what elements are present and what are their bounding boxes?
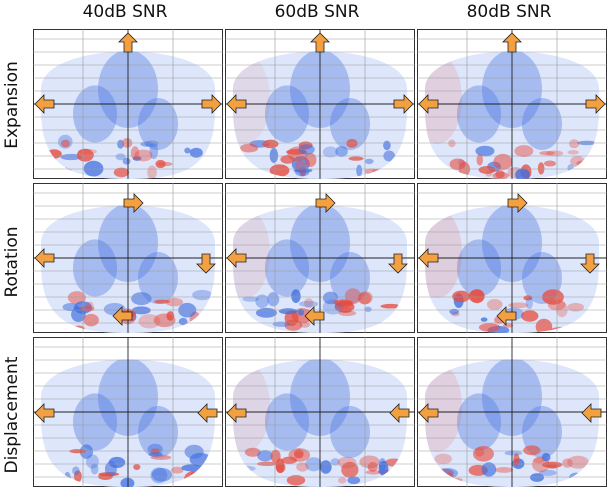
topography-panel bbox=[225, 183, 415, 333]
arrow-right-icon bbox=[201, 94, 222, 114]
topography-panel bbox=[417, 29, 607, 179]
arrow-left-icon bbox=[34, 94, 55, 114]
arrow-left-icon bbox=[389, 403, 410, 423]
arrow-right-icon bbox=[123, 193, 144, 213]
row-title-rotation: Rotation bbox=[2, 226, 22, 298]
arrow-right-icon bbox=[315, 193, 336, 213]
arrow-right-icon bbox=[507, 193, 528, 213]
arrow-left-icon bbox=[496, 306, 517, 326]
topography-panel bbox=[225, 29, 415, 179]
arrow-left-icon bbox=[418, 403, 439, 423]
arrow-right-icon bbox=[585, 94, 606, 114]
topography-panel bbox=[225, 337, 415, 487]
topography-panel bbox=[417, 337, 607, 487]
topography-panel bbox=[33, 183, 223, 333]
arrow-left-icon bbox=[418, 248, 439, 268]
arrow-left-icon bbox=[581, 403, 602, 423]
arrow-left-icon bbox=[226, 248, 247, 268]
arrow-left-icon bbox=[226, 94, 247, 114]
col-title-60db: 60dB SNR bbox=[274, 2, 360, 22]
arrow-down-icon bbox=[196, 253, 216, 274]
arrow-down-icon bbox=[388, 253, 408, 274]
row-title-expansion: Expansion bbox=[2, 61, 22, 149]
arrow-left-icon bbox=[34, 403, 55, 423]
topography-panel bbox=[33, 337, 223, 487]
arrow-up-icon bbox=[502, 32, 522, 53]
arrow-left-icon bbox=[112, 306, 133, 326]
arrow-right-icon bbox=[393, 94, 414, 114]
arrow-left-icon bbox=[418, 94, 439, 114]
arrow-down-icon bbox=[580, 253, 600, 274]
arrow-left-icon bbox=[304, 306, 325, 326]
topography-panel bbox=[417, 183, 607, 333]
arrow-up-icon bbox=[310, 32, 330, 53]
arrow-up-icon bbox=[118, 32, 138, 53]
arrow-left-icon bbox=[34, 248, 55, 268]
row-title-displacement: Displacement bbox=[2, 356, 22, 474]
topography-panel bbox=[33, 29, 223, 179]
arrow-left-icon bbox=[197, 403, 218, 423]
col-title-80db: 80dB SNR bbox=[466, 2, 552, 22]
arrow-left-icon bbox=[226, 403, 247, 423]
col-title-40db: 40dB SNR bbox=[82, 2, 168, 22]
